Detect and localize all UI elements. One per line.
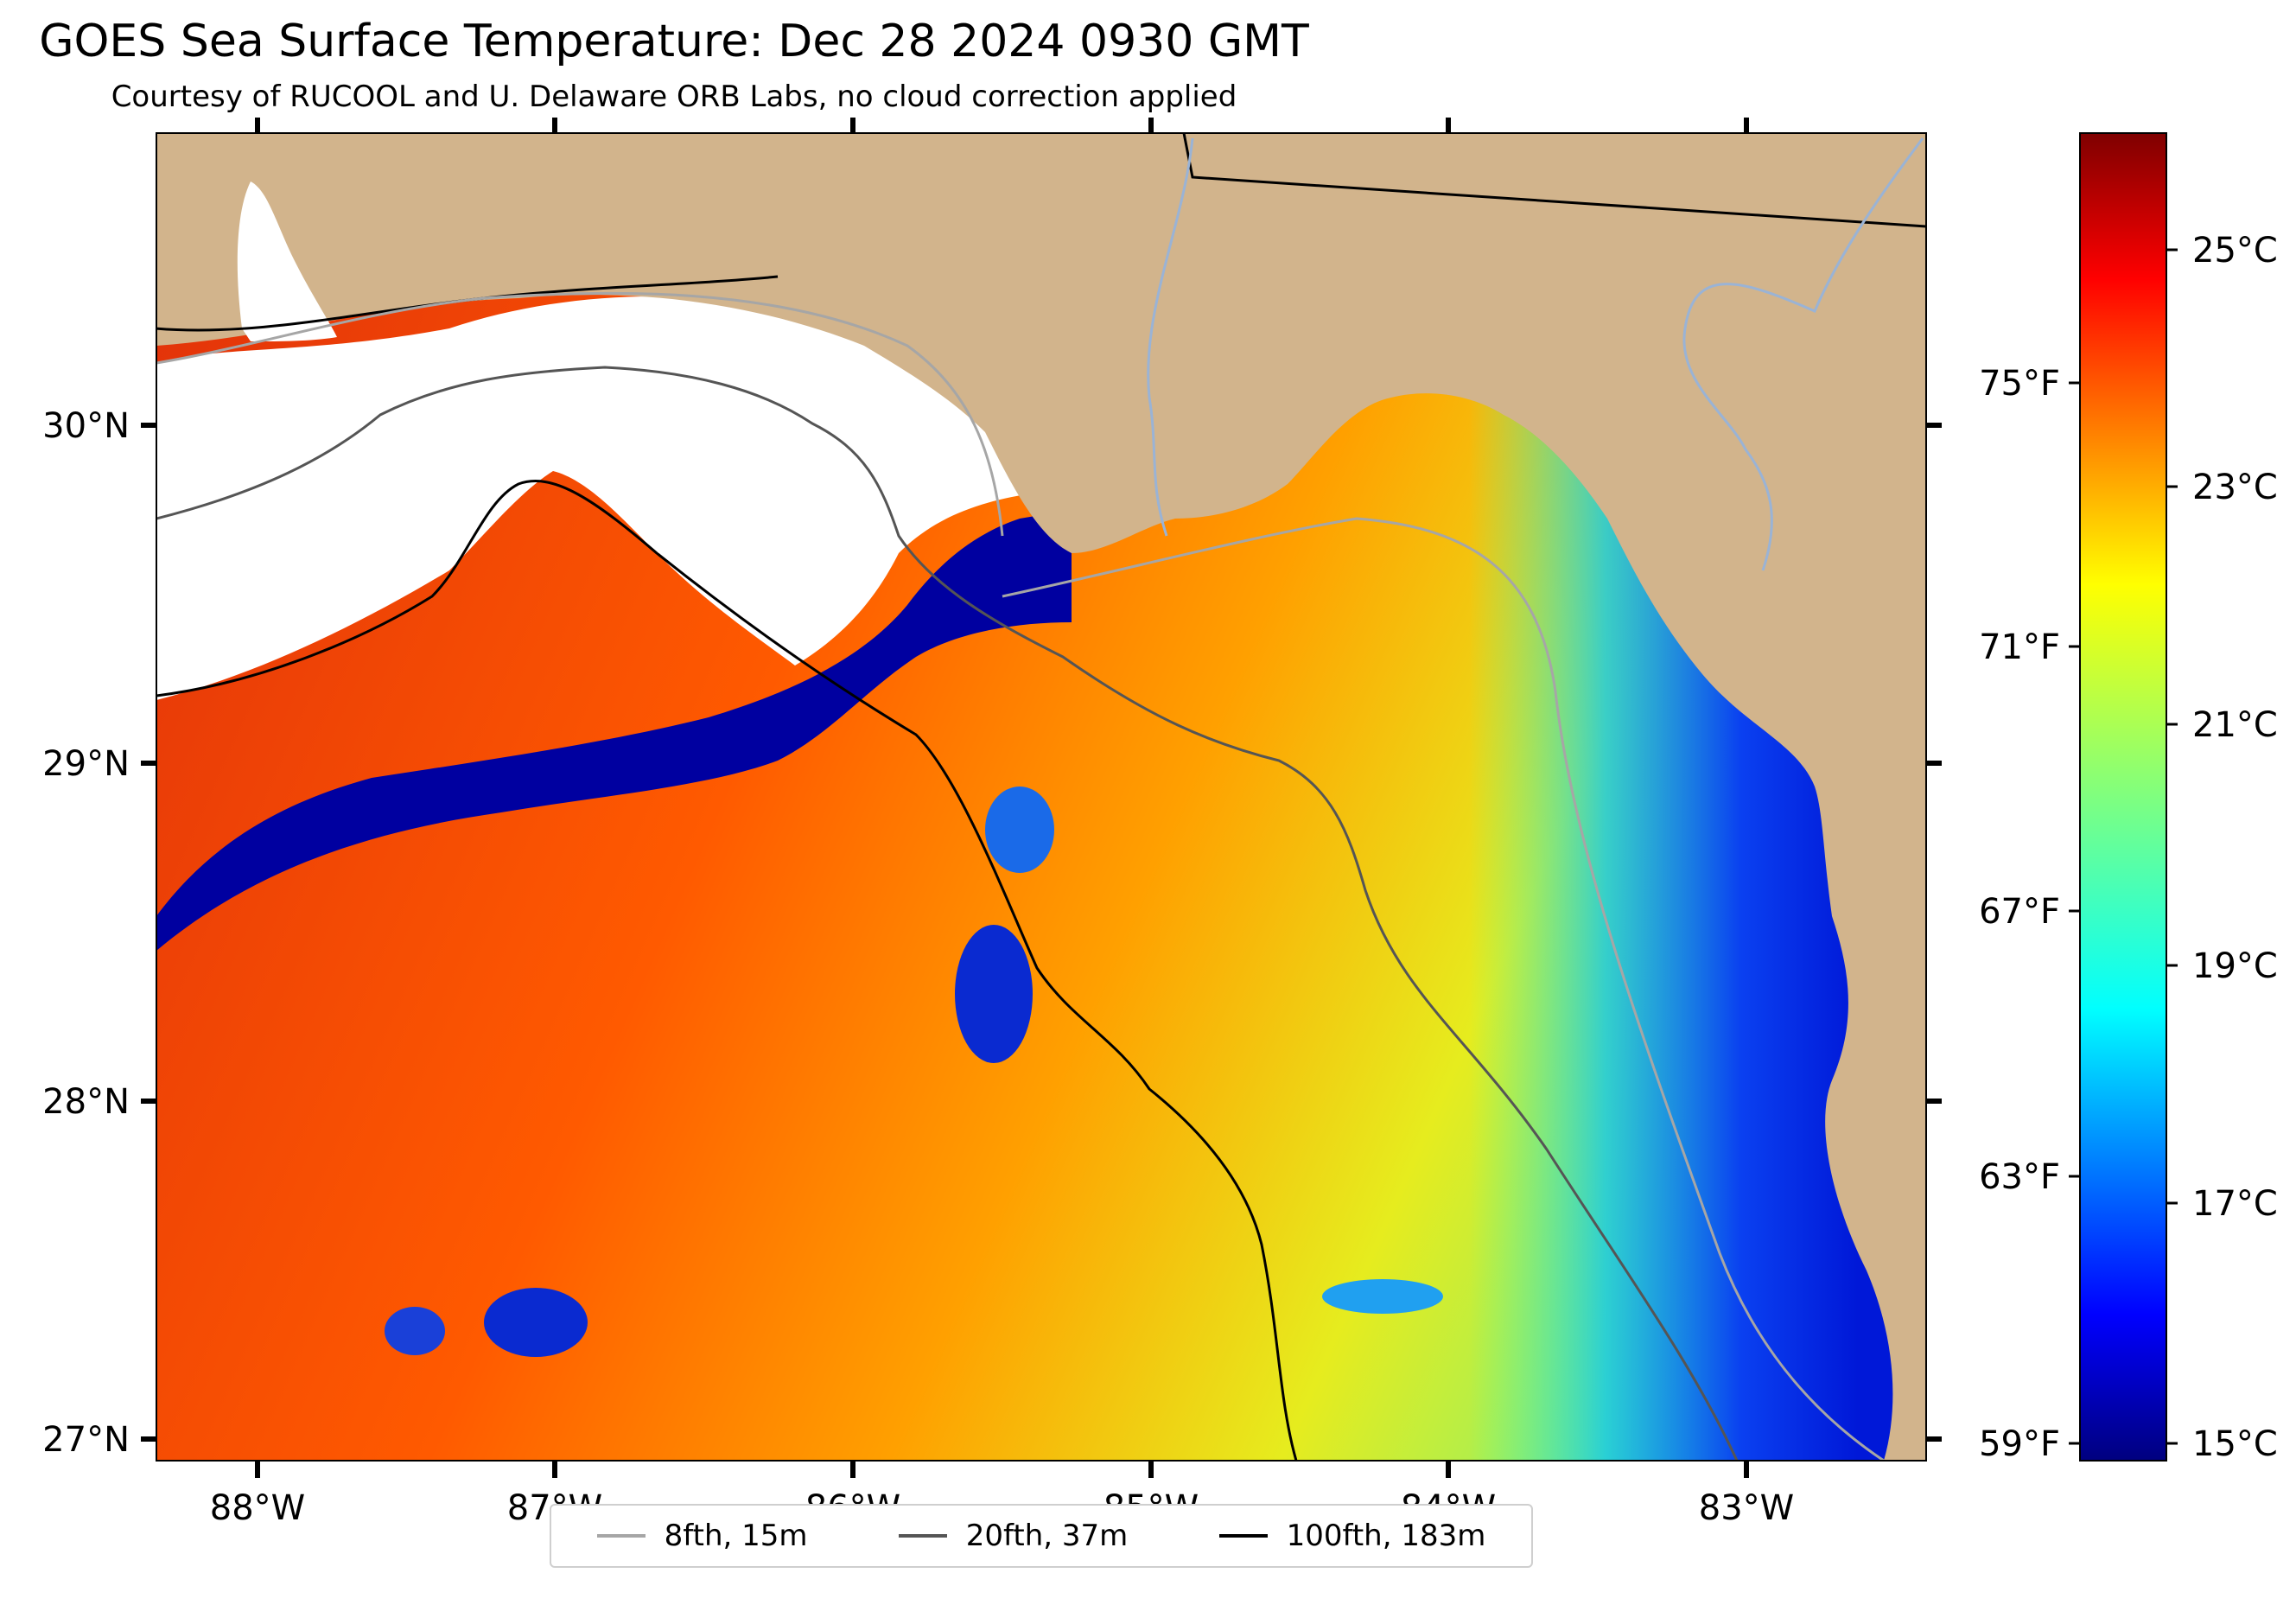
isobath-20fth xyxy=(156,366,1739,1461)
colorbar-celsius-label: 23°C xyxy=(2192,468,2278,507)
colorbar-celsius-label: 17°C xyxy=(2192,1184,2278,1224)
sst-cold-patch xyxy=(985,787,1054,873)
colorbar-celsius-label: 19°C xyxy=(2192,946,2278,986)
legend-item-100fth: 100fth, 183m xyxy=(1218,1519,1486,1553)
state-border xyxy=(1182,133,1926,228)
isobath-legend: 8fth, 15m 20fth, 37m 100fth, 183m xyxy=(550,1504,1533,1568)
river xyxy=(1147,137,1194,537)
legend-label: 100fth, 183m xyxy=(1286,1519,1486,1553)
legend-label: 8fth, 15m xyxy=(664,1519,808,1553)
colorbar-celsius-label: 21°C xyxy=(2192,705,2278,745)
colorbar-fahrenheit-label: 75°F xyxy=(1979,364,2060,404)
legend-line-8fth xyxy=(596,1534,646,1538)
sst-cold-patch xyxy=(484,1288,588,1357)
lon-tick-label: 83°W xyxy=(1699,1488,1794,1528)
colorbar-ticks xyxy=(2069,248,2178,1445)
isobath-8fth xyxy=(1002,517,1885,1461)
lat-major-ticks xyxy=(141,423,1942,1442)
lon-major-ticks xyxy=(255,118,1749,1478)
river xyxy=(1682,137,1924,571)
map-frame xyxy=(156,132,1927,1462)
isobath-8fth xyxy=(156,291,1004,537)
legend-label: 20fth, 37m xyxy=(965,1519,1129,1553)
lat-tick-label: 29°N xyxy=(42,744,130,784)
mobile-bay xyxy=(237,182,337,341)
map-subtitle: Courtesy of RUCOOL and U. Delaware ORB L… xyxy=(111,80,1237,114)
sst-cold-band xyxy=(156,510,1072,951)
colorbar-fahrenheit-label: 63°F xyxy=(1979,1157,2060,1197)
legend-item-8fth: 8fth, 15m xyxy=(596,1519,808,1553)
colorbar xyxy=(2079,132,2167,1462)
sst-cold-patch xyxy=(385,1307,445,1355)
map-title: GOES Sea Surface Temperature: Dec 28 202… xyxy=(39,16,1309,67)
colorbar-celsius-label: 25°C xyxy=(2192,231,2278,271)
sst-cold-patch xyxy=(955,925,1033,1063)
no-data-region xyxy=(156,296,1037,700)
sst-cool-patch xyxy=(1322,1279,1443,1314)
map-area xyxy=(156,133,1926,1461)
colorbar-fahrenheit-label: 67°F xyxy=(1979,892,2060,932)
lat-tick-label: 27°N xyxy=(42,1420,130,1460)
isobath-100fth xyxy=(156,480,1298,1461)
legend-line-20fth xyxy=(898,1534,947,1538)
colorbar-celsius-label: 15°C xyxy=(2192,1424,2278,1464)
lat-tick-label: 28°N xyxy=(42,1082,130,1122)
colorbar-fahrenheit-label: 59°F xyxy=(1979,1424,2060,1464)
colorbar-fahrenheit-label: 71°F xyxy=(1979,627,2060,667)
lon-tick-label: 88°W xyxy=(210,1488,305,1528)
lat-tick-label: 30°N xyxy=(42,406,130,446)
legend-line-100fth xyxy=(1218,1534,1268,1538)
land-mass xyxy=(156,133,1926,1461)
legend-item-20fth: 20fth, 37m xyxy=(898,1519,1129,1553)
